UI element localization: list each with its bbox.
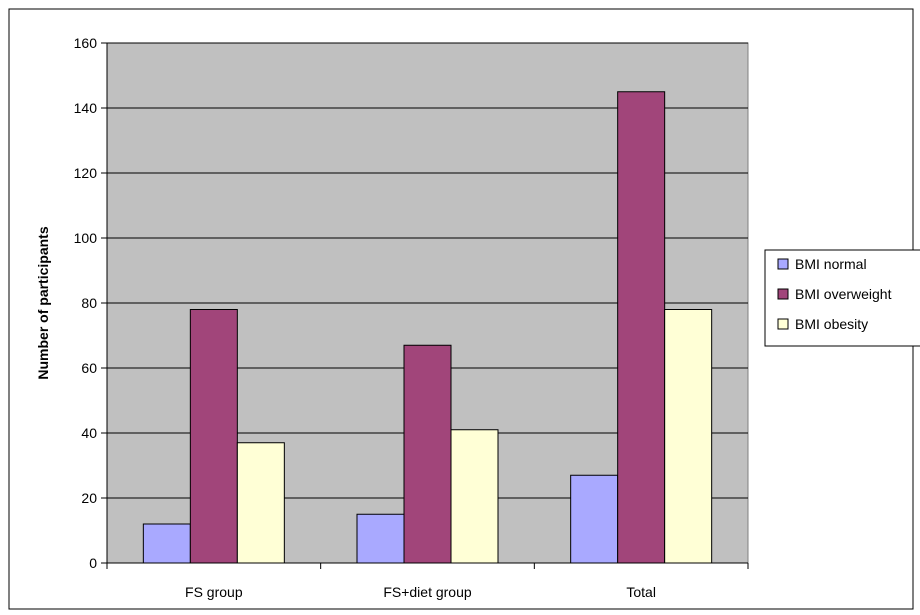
y-tick-label: 40 <box>81 425 97 441</box>
y-tick-label: 20 <box>81 490 97 506</box>
bars <box>142 91 713 564</box>
legend-swatch <box>777 318 789 330</box>
y-tick-label: 0 <box>89 555 97 571</box>
x-tick-label: FS group <box>185 584 243 600</box>
y-tick-label: 100 <box>74 230 98 246</box>
legend-label: BMI normal <box>795 256 867 272</box>
bar-bmi-normal-1 <box>356 513 405 564</box>
x-tick-label: FS+diet group <box>383 584 472 600</box>
x-tick-label: Total <box>626 584 656 600</box>
y-axis-label: Number of participants <box>35 226 51 379</box>
legend-swatch <box>777 288 789 300</box>
bar-bmi-normal-2 <box>570 474 619 564</box>
axes <box>101 42 749 569</box>
y-tick-label: 60 <box>81 360 97 376</box>
legend-label: BMI obesity <box>795 316 868 332</box>
y-tick-label: 120 <box>74 165 98 181</box>
y-tick-label: 140 <box>74 100 98 116</box>
bar-bmi-obesity-1 <box>450 429 499 564</box>
bar-bmi-normal-0 <box>142 523 191 564</box>
legend: BMI normal BMI overweight BMI obesity <box>764 249 920 347</box>
legend-box <box>764 249 920 347</box>
y-tick-label: 160 <box>74 35 98 51</box>
bar-bmi-overweight-2 <box>617 91 666 564</box>
y-tick-label: 80 <box>81 295 97 311</box>
x-tick-labels: FS group FS+diet group Total <box>185 584 656 600</box>
legend-label: BMI overweight <box>795 286 892 302</box>
legend-swatch <box>777 258 789 270</box>
bar-bmi-overweight-0 <box>189 309 238 564</box>
bar-bmi-obesity-0 <box>236 442 285 564</box>
bar-bmi-overweight-1 <box>403 344 452 564</box>
bar-bmi-obesity-2 <box>664 309 713 564</box>
y-tick-labels: 0 20 40 60 80 100 120 140 160 <box>74 35 98 571</box>
